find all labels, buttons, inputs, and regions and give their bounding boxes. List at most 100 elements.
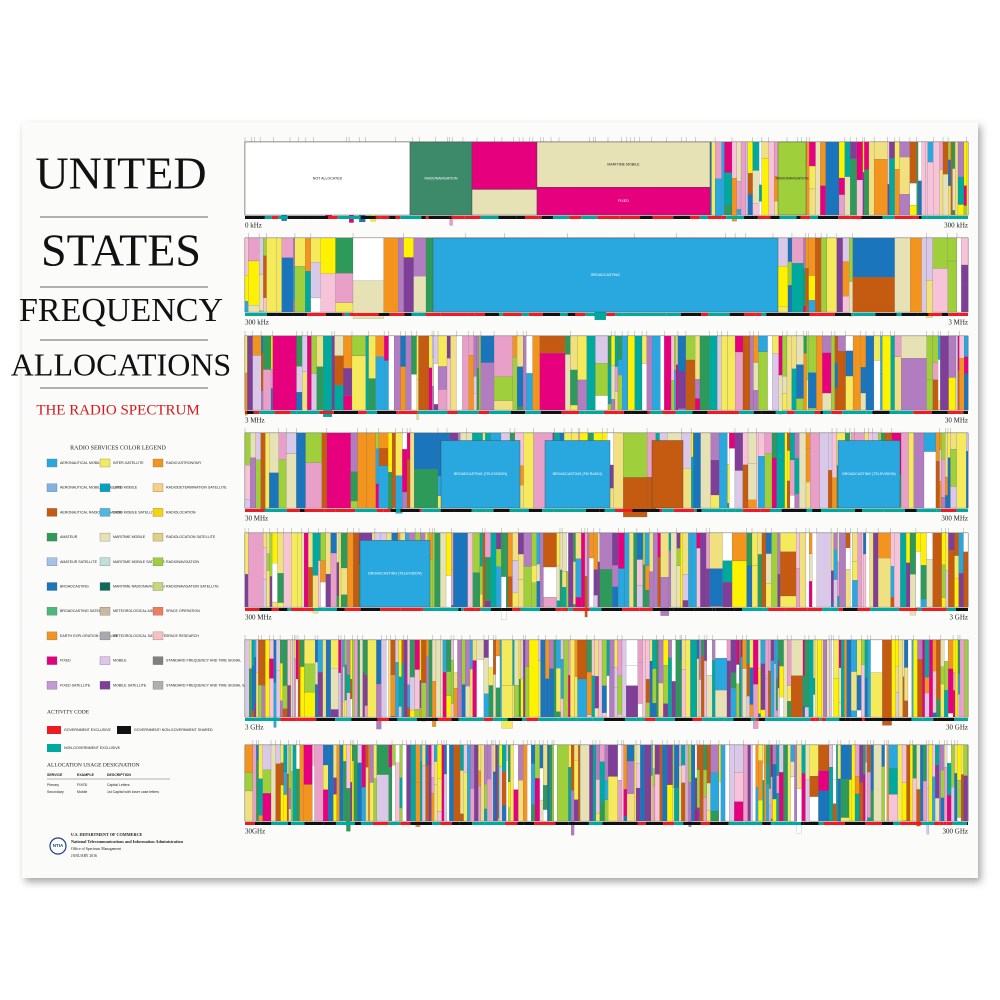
allocation-block [497,744,500,774]
allocation-block [293,266,295,301]
activity-strip [726,216,745,219]
legend-swatch [46,582,58,591]
activity-strip [786,411,795,414]
allocation-block [493,335,513,377]
allocation-block [254,657,257,704]
allocation-block [633,532,637,608]
allocation-block [353,744,358,822]
allocation-block [560,639,564,660]
allocation-block [796,398,804,411]
allocation-block [860,335,867,368]
allocation-block [265,432,270,509]
block-label: RADIONAVIGATION [775,176,808,180]
activity-strip [280,718,297,721]
allocation-block [495,655,501,688]
allocation-block [747,432,757,464]
allocation-block [536,581,541,608]
allocation-block [606,639,610,676]
activity-strip [622,608,640,611]
allocation-block [431,777,435,794]
allocation-block [794,493,800,509]
activity-strip [760,509,770,512]
allocation-block [617,744,622,781]
allocation-block [772,799,777,822]
allocation-block [775,678,778,711]
allocation-block [696,807,700,822]
allocation-block [803,268,806,307]
allocation-block [344,700,347,718]
allocation-block [948,335,956,378]
allocation-block [822,335,832,353]
allocation-block [536,141,711,188]
activity-strip [742,509,761,512]
allocation-block [513,789,519,822]
allocation-block [441,744,445,822]
allocation-block [825,141,840,216]
allocation-block [735,335,744,353]
allocation-block [907,639,912,718]
allocation-block [450,639,455,661]
allocation-block [523,744,528,822]
allocation-block [758,351,768,411]
activity-strip [845,718,851,721]
allocation-block [433,404,439,411]
allocation-block [342,666,345,702]
allocation-block [570,335,578,371]
activity-strip [900,822,923,825]
activity-strip [838,608,843,611]
allocation-block [836,237,843,313]
legend-title: RADIO SERVICES COLOR LEGEND [70,445,166,451]
activity-strip [260,822,272,825]
allocation-block [340,532,348,569]
allocation-block [682,574,689,601]
allocation-block [622,335,629,411]
allocation-block [539,799,544,822]
allocation-block [263,547,267,580]
allocation-block [523,639,526,718]
allocation-block [388,335,395,411]
activity-strip [344,313,350,316]
activity-strip [615,509,633,512]
allocation-block [288,744,292,789]
allocation-block [296,768,300,822]
allocation-block [432,335,434,358]
allocation-block [334,385,344,411]
activity-strip [375,216,380,219]
activity-strip [451,216,465,219]
allocation-block [407,707,411,718]
allocation-block [446,358,451,411]
activity-strip [276,313,293,316]
allocation-block [926,379,934,411]
allocation-block [833,549,838,580]
allocation-block [957,744,962,781]
allocation-block [244,772,253,792]
allocation-block [611,335,616,366]
allocation-block [749,704,754,718]
allocation-block [453,672,458,689]
allocation-block [566,532,569,572]
activity-strip [948,216,968,219]
allocation-block [698,639,702,680]
allocation-block [244,499,251,509]
allocation-block [269,576,273,600]
legend-swatch [152,631,164,641]
activity-strip [618,411,624,414]
allocation-block [626,685,638,718]
activity-strip [486,509,491,512]
allocation-block [960,774,964,822]
allocation-block [496,566,502,608]
allocation-block [747,463,757,501]
legend-swatch [46,631,58,641]
allocation-block [671,639,676,682]
allocation-block [395,432,403,476]
allocation-block [734,470,743,509]
activity-strip [528,313,543,316]
allocation-block [334,335,344,356]
allocation-block [514,639,520,686]
allocation-block [828,432,833,471]
activity-strip [366,411,378,414]
allocation-block [244,335,248,374]
allocation-block [777,574,781,608]
allocation-block [932,744,936,777]
